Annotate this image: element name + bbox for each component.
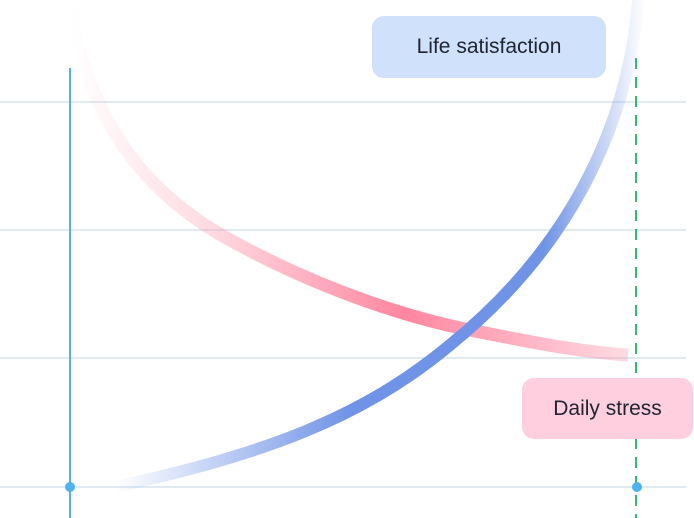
daily-stress-curve [63, 8, 629, 362]
left-marker-dot [65, 482, 75, 492]
right-marker-dot [632, 482, 642, 492]
daily-stress-label: Daily stress [522, 378, 693, 439]
life-satisfaction-curve [113, 0, 644, 493]
life-satisfaction-label: Life satisfaction [372, 16, 606, 78]
